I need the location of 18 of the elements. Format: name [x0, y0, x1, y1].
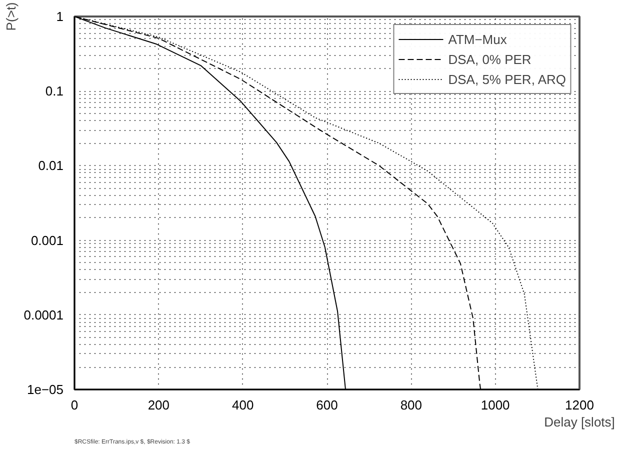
- legend-label: DSA, 0% PER: [448, 52, 532, 66]
- x-tick-label: 0: [70, 398, 78, 412]
- x-tick-label: 1200: [565, 398, 594, 412]
- y-axis-title: P(>t): [4, 2, 19, 31]
- y-tick-label: 1e−05: [26, 382, 64, 397]
- y-tick-label: 0.001: [30, 232, 64, 248]
- x-tick-label: 1000: [480, 398, 510, 412]
- x-tick-label: 200: [148, 398, 170, 412]
- y-tick-label: 0.01: [38, 158, 64, 174]
- y-tick-label: 0.1: [45, 84, 64, 99]
- y-tick-label: 1: [56, 9, 64, 24]
- x-tick-label: 600: [316, 398, 338, 412]
- y-tick-label: 0.0001: [24, 307, 64, 322]
- legend-label: ATM−Mux: [448, 32, 507, 46]
- x-tick-label: 400: [232, 398, 254, 412]
- legend-label: DSA, 5% PER, ARQ: [448, 72, 566, 86]
- x-axis-title: Delay [slots]: [544, 414, 615, 430]
- x-tick-label: 800: [400, 398, 422, 412]
